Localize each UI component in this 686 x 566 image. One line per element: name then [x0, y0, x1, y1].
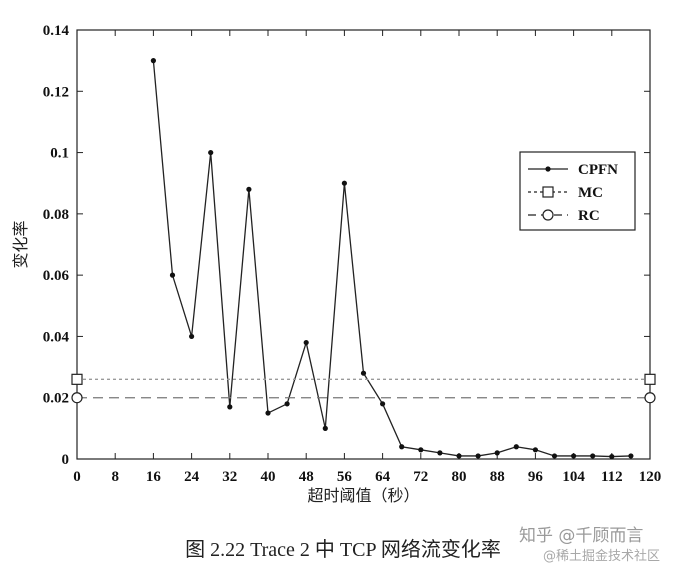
- data-point-cpfn: [437, 450, 443, 456]
- x-tick-label: 56: [337, 469, 353, 485]
- y-axis-label: 变化率: [11, 220, 30, 268]
- data-point-cpfn: [265, 410, 271, 416]
- data-point-rc: [644, 392, 656, 404]
- data-point-cpfn: [513, 444, 519, 450]
- data-point-cpfn: [571, 453, 577, 459]
- data-point-rc: [71, 392, 83, 404]
- legend-box: [519, 151, 636, 231]
- x-tick-label: 96: [528, 469, 544, 485]
- plot-frame: [76, 29, 651, 460]
- legend-marker-rc: [542, 209, 554, 221]
- y-tick-label: 0: [62, 452, 70, 468]
- data-point-cpfn: [456, 453, 462, 459]
- data-point-cpfn: [322, 425, 328, 431]
- x-axis-label: 超时阈值（秒）: [307, 486, 419, 505]
- x-tick-label: 72: [413, 469, 428, 485]
- y-tick-label: 0.14: [43, 23, 70, 39]
- data-point-cpfn: [208, 149, 214, 156]
- data-point-mc: [71, 373, 83, 385]
- watermark-juejin: @稀土掘金技术社区: [543, 549, 661, 564]
- x-tick-label: 32: [222, 469, 237, 485]
- data-point-cpfn: [169, 272, 176, 278]
- figure-caption: 图 2.22 Trace 2 中 TCP 网络流变化率: [185, 539, 501, 561]
- watermark-zhihu: 知乎 @千顾而言: [519, 526, 644, 546]
- data-point-cpfn: [532, 447, 539, 453]
- data-point-cpfn: [551, 453, 558, 459]
- x-tick-label: 88: [490, 469, 505, 485]
- data-point-cpfn: [380, 401, 386, 407]
- y-tick-label: 0.08: [43, 207, 69, 223]
- data-point-cpfn: [360, 370, 367, 376]
- y-tick-label: 0.06: [43, 268, 70, 284]
- x-tick-label: 24: [184, 469, 200, 485]
- x-tick-label: 48: [299, 469, 314, 485]
- data-point-cpfn: [399, 444, 405, 450]
- data-point-cpfn: [628, 453, 634, 459]
- data-point-cpfn: [475, 453, 481, 459]
- y-tick-label: 0.04: [43, 329, 70, 345]
- x-tick-label: 104: [562, 469, 585, 485]
- data-point-cpfn: [227, 404, 233, 410]
- x-tick-label: 64: [375, 469, 391, 485]
- data-point-cpfn: [494, 450, 500, 456]
- data-point-cpfn: [418, 447, 424, 453]
- data-point-mc: [644, 373, 656, 385]
- legend-marker-cpfn: [545, 166, 551, 172]
- x-tick-label: 40: [261, 469, 276, 485]
- series-line-cpfn: [152, 60, 631, 458]
- x-tick-label: 0: [73, 469, 81, 485]
- data-point-cpfn: [303, 339, 309, 346]
- legend-label-mc: MC: [578, 185, 603, 201]
- data-point-cpfn: [189, 333, 195, 340]
- data-point-cpfn: [609, 453, 615, 460]
- data-point-cpfn: [246, 186, 252, 192]
- data-point-cpfn: [590, 453, 596, 459]
- x-tick-label: 80: [452, 469, 467, 485]
- x-tick-label: 112: [601, 469, 623, 485]
- x-tick-label: 16: [146, 469, 162, 485]
- y-tick-label: 0.02: [43, 391, 69, 407]
- x-tick-label: 8: [111, 469, 119, 485]
- y-tick-label: 0.12: [43, 84, 69, 100]
- data-point-cpfn: [150, 58, 156, 64]
- legend-label-rc: RC: [578, 208, 600, 224]
- data-point-cpfn: [341, 180, 347, 186]
- legend-marker-mc: [542, 186, 554, 198]
- x-tick-label: 120: [639, 469, 662, 485]
- data-point-cpfn: [284, 401, 290, 407]
- legend-label-cpfn: CPFN: [578, 162, 618, 178]
- y-tick-label: 0.1: [50, 146, 69, 162]
